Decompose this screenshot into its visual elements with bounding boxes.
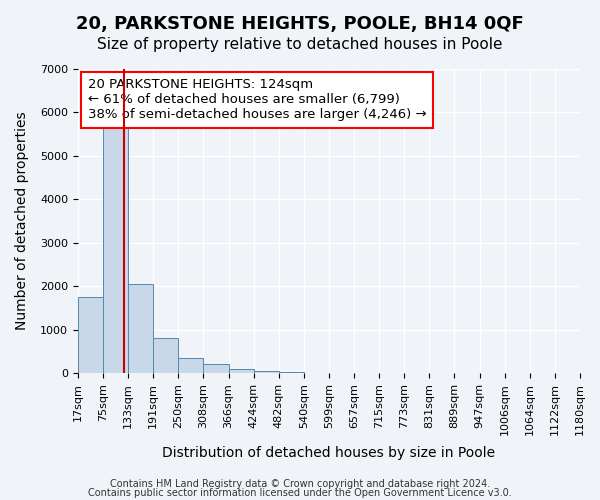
Bar xyxy=(178,358,203,373)
Bar xyxy=(254,371,279,373)
Bar xyxy=(128,284,153,373)
Bar xyxy=(203,364,229,373)
Bar xyxy=(78,297,103,373)
Y-axis label: Number of detached properties: Number of detached properties xyxy=(15,112,29,330)
Bar xyxy=(229,369,254,373)
Text: 20 PARKSTONE HEIGHTS: 124sqm
← 61% of detached houses are smaller (6,799)
38% of: 20 PARKSTONE HEIGHTS: 124sqm ← 61% of de… xyxy=(88,78,427,121)
X-axis label: Distribution of detached houses by size in Poole: Distribution of detached houses by size … xyxy=(163,446,496,460)
Text: Size of property relative to detached houses in Poole: Size of property relative to detached ho… xyxy=(97,38,503,52)
Text: Contains HM Land Registry data © Crown copyright and database right 2024.: Contains HM Land Registry data © Crown c… xyxy=(110,479,490,489)
Text: Contains public sector information licensed under the Open Government Licence v3: Contains public sector information licen… xyxy=(88,488,512,498)
Bar xyxy=(153,338,178,373)
Text: 20, PARKSTONE HEIGHTS, POOLE, BH14 0QF: 20, PARKSTONE HEIGHTS, POOLE, BH14 0QF xyxy=(76,15,524,33)
Bar xyxy=(103,122,128,373)
Bar xyxy=(279,372,304,373)
